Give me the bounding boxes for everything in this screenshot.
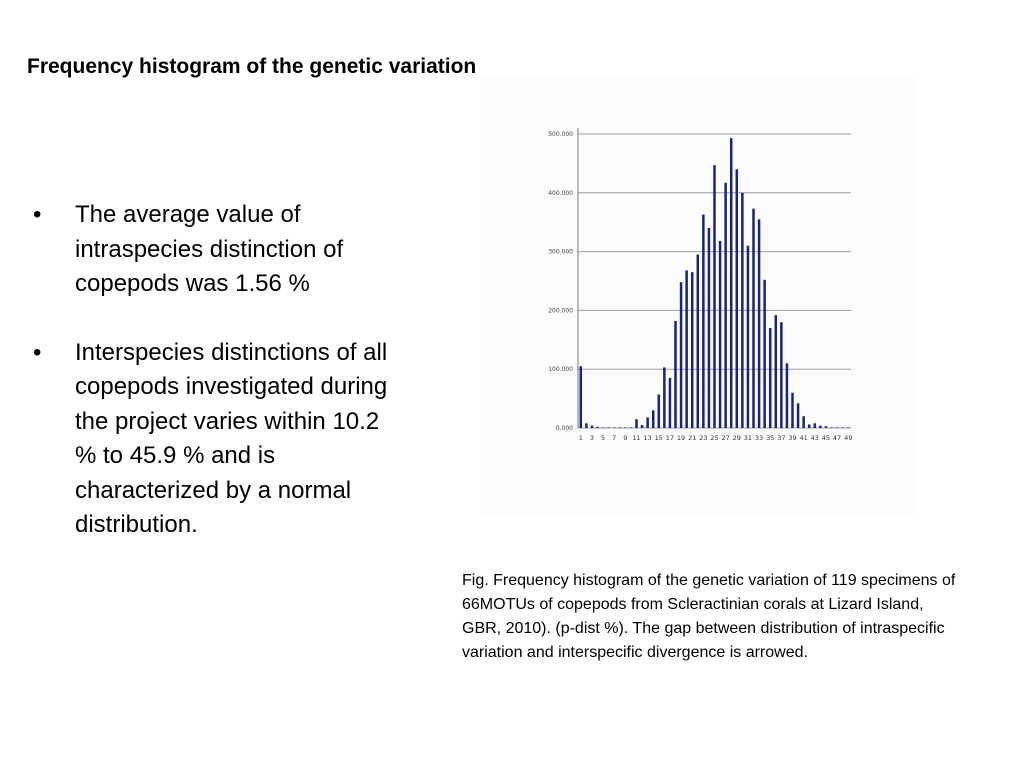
histogram-bar <box>768 328 772 428</box>
x-tick-label: 49 <box>844 434 852 442</box>
histogram-bar <box>696 254 700 428</box>
histogram-bar <box>774 315 778 428</box>
y-tick-label: 0.000 <box>556 425 573 432</box>
histogram-bar <box>824 426 828 428</box>
histogram-bar <box>780 322 783 428</box>
histogram-bar <box>785 363 789 428</box>
x-tick-label: 27 <box>722 434 730 442</box>
histogram-bar <box>646 417 649 428</box>
histogram-bar <box>674 320 677 428</box>
histogram-bar <box>802 416 805 428</box>
x-tick-label: 15 <box>655 434 663 442</box>
x-tick-label: 5 <box>601 434 605 442</box>
histogram-bar <box>629 427 633 429</box>
histogram-bar <box>791 392 794 428</box>
histogram-bar <box>668 378 672 428</box>
x-tick-label: 25 <box>710 434 718 442</box>
x-tick-label: 45 <box>822 434 830 442</box>
x-tick-label: 9 <box>623 434 627 442</box>
y-tick-label: 400.000 <box>548 190 573 197</box>
histogram-bar <box>657 394 661 428</box>
x-tick-label: 35 <box>766 434 774 442</box>
histogram-bar <box>663 367 666 428</box>
y-tick-label: 300.000 <box>548 249 573 256</box>
bullet-text: The average value of intraspecies distin… <box>75 201 344 297</box>
histogram-bar <box>729 138 733 428</box>
y-tick-label: 500.000 <box>548 131 573 138</box>
histogram-bar <box>846 427 850 429</box>
histogram-bar <box>724 182 727 428</box>
x-tick-label: 43 <box>811 434 819 442</box>
x-tick-label: 19 <box>677 434 685 442</box>
histogram-bar <box>612 427 616 429</box>
y-tick-label: 100.000 <box>548 366 573 373</box>
x-tick-label: 33 <box>755 434 763 442</box>
x-tick-label: 21 <box>688 434 696 442</box>
histogram-bar <box>718 241 722 428</box>
histogram-bar <box>585 423 588 428</box>
bar-layer <box>579 138 850 429</box>
histogram-bar <box>618 427 622 429</box>
histogram-bar <box>635 419 638 428</box>
histogram-bar <box>746 245 750 428</box>
x-tick-label: 3 <box>590 434 594 442</box>
histogram-bar <box>735 169 739 428</box>
histogram-bar <box>685 270 688 428</box>
histogram-bar <box>579 366 583 428</box>
histogram-bar <box>651 410 655 428</box>
histogram-bar <box>713 165 716 428</box>
bullet-item: • Interspecies distinctions of all copep… <box>30 336 400 543</box>
x-tick-label: 13 <box>644 434 652 442</box>
x-tick-label: 17 <box>666 434 674 442</box>
histogram-bar <box>707 228 711 428</box>
histogram-bar <box>835 427 839 429</box>
histogram-bar <box>601 427 605 429</box>
histogram-bar <box>596 426 599 428</box>
x-tick-label: 7 <box>612 434 616 442</box>
x-tick-label: 11 <box>632 434 640 442</box>
bullet-list: • The average value of intraspecies dist… <box>30 198 400 577</box>
histogram-bar <box>752 208 755 428</box>
bullet-marker: • <box>33 201 42 228</box>
x-tick-label: 41 <box>800 434 808 442</box>
x-tick-label: 37 <box>777 434 785 442</box>
histogram-chart: 0.000 100.000 200.000 300.000 400.000 500.000… <box>548 128 852 442</box>
histogram-bar <box>830 427 833 429</box>
x-tick-label: 39 <box>788 434 796 442</box>
histogram-panel: 0.000 100.000 200.000 300.000 400.000 500.000… <box>480 76 916 516</box>
histogram-bar <box>690 272 694 428</box>
histogram-bar <box>796 403 800 428</box>
figure-caption: Fig. Frequency histogram of the genetic … <box>462 572 956 661</box>
bullet-text: Interspecies distinctions of all copepod… <box>75 338 388 539</box>
histogram-bar <box>607 427 610 429</box>
histogram-bar <box>741 192 744 428</box>
x-tick-label: 23 <box>699 434 707 442</box>
bullet-item: • The average value of intraspecies dist… <box>30 198 400 302</box>
bullet-marker: • <box>33 338 42 366</box>
y-tick-label: 200.000 <box>548 307 573 314</box>
x-tick-label: 29 <box>733 434 741 442</box>
histogram-bar <box>807 424 811 428</box>
histogram-bar <box>624 427 627 429</box>
histogram-bar <box>819 425 822 428</box>
histogram-bar <box>679 282 683 428</box>
x-tick-label: 31 <box>744 434 752 442</box>
histogram-bar <box>702 214 705 428</box>
histogram-bar <box>841 427 844 429</box>
histogram-bar <box>757 219 761 428</box>
histogram-bar <box>640 425 644 428</box>
slide-title: Frequency histogram of the genetic varia… <box>27 55 477 78</box>
histogram-bar <box>763 279 766 428</box>
histogram-bar <box>813 423 817 428</box>
x-tick-label: 47 <box>833 434 841 442</box>
label-layer: 0.000 100.000 200.000 300.000 400.000 500.000… <box>548 131 852 442</box>
x-tick-label: 1 <box>579 434 583 442</box>
histogram-bar <box>590 425 594 428</box>
